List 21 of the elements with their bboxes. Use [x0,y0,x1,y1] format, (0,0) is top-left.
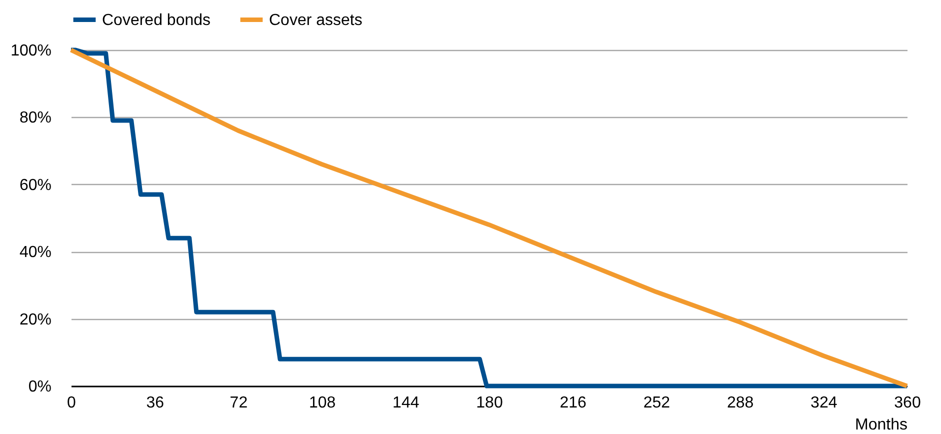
line-series [68,48,910,388]
legend-label: Covered bonds [102,12,211,29]
x-tick-label: 144 [392,394,420,412]
x-tick-label: 288 [726,394,754,412]
x-tick-label: 36 [146,394,164,412]
x-tick-label: 216 [560,394,587,412]
x-tick-label: 108 [308,394,336,412]
y-tick-label: 60% [19,176,52,194]
x-tick-label: 180 [476,394,503,412]
x-tick-label: 252 [643,394,670,412]
x-tick-label: 0 [67,394,76,412]
x-tick-label: 72 [230,394,248,412]
legend-label: Cover assets [269,12,362,29]
y-tick-label: 20% [19,311,52,328]
y-tick-label: 80% [19,110,52,127]
y-tick-label: 100% [10,42,52,60]
x-tick-label: 324 [810,394,838,412]
y-tick-label: 40% [19,244,52,262]
x-tick-label: 360 [894,394,921,412]
x-axis-title: Months [855,416,908,434]
y-tick-label: 0% [28,378,52,396]
